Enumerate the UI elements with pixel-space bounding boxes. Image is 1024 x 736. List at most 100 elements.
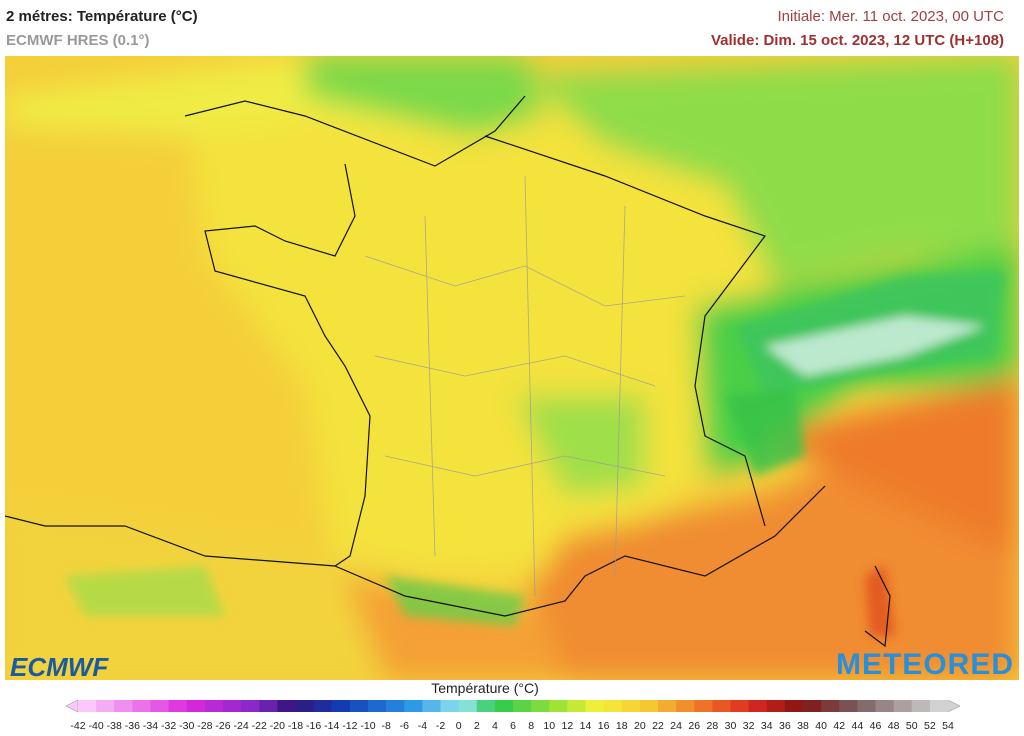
colorbar-label: -38	[107, 720, 122, 732]
meteored-logo: METEORED	[835, 648, 1014, 681]
colorbar-swatch	[567, 700, 586, 712]
colorbar-swatch	[96, 700, 115, 712]
colorbar-swatch	[803, 700, 822, 712]
colorbar-swatch	[223, 700, 242, 712]
colorbar-label: -18	[288, 720, 303, 732]
colorbar-label: 50	[906, 720, 918, 732]
colorbar-swatch	[929, 700, 949, 712]
colorbar-swatch	[875, 700, 895, 712]
colorbar-swatch	[168, 700, 188, 712]
colorbar-label: 24	[670, 720, 682, 732]
colorbar-label: -6	[400, 720, 409, 732]
colorbar-label: 34	[761, 720, 773, 732]
model-name: ECMWF HRES (0.1°)	[6, 32, 150, 49]
colorbar-label: 52	[924, 720, 936, 732]
colorbar-label: 42	[833, 720, 845, 732]
colorbar-swatch	[712, 700, 731, 712]
colorbar-swatch	[150, 700, 170, 712]
colorbar-label: -32	[161, 720, 176, 732]
colorbar-swatch	[295, 700, 315, 712]
colorbar-swatch	[513, 700, 532, 712]
colorbar-label: -40	[89, 720, 104, 732]
colorbar-label: -36	[125, 720, 140, 732]
colorbar-label: -10	[360, 720, 375, 732]
colorbar-swatch	[313, 700, 333, 712]
colorbar-label: 26	[688, 720, 700, 732]
colorbar-label: 40	[815, 720, 827, 732]
colorbar-label: 10	[543, 720, 555, 732]
colorbar-label: -8	[381, 720, 390, 732]
colorbar-swatch	[694, 700, 713, 712]
colorbar-swatch	[639, 700, 659, 712]
colorbar-label: 30	[725, 720, 737, 732]
colorbar-label: 8	[528, 720, 534, 732]
colorbar-label: -4	[418, 720, 427, 732]
colorbar-swatch	[531, 700, 550, 712]
colorbar-label: 4	[492, 720, 498, 732]
colorbar-swatch	[839, 700, 858, 712]
colorbar-label: 2	[474, 720, 480, 732]
colorbar-swatch	[241, 700, 260, 712]
colorbar-label: -22	[252, 720, 267, 732]
colorbar-swatch	[911, 700, 931, 712]
colorbar-swatch	[476, 700, 496, 712]
colorbar-label: 16	[598, 720, 610, 732]
colorbar-label: -2	[436, 720, 445, 732]
colorbar-label: 12	[562, 720, 574, 732]
colorbar-swatch	[893, 700, 913, 712]
colorbar-swatch	[186, 700, 206, 712]
colorbar-swatch	[277, 700, 296, 712]
colorbar-label: 32	[743, 720, 755, 732]
colorbar-label: -24	[234, 720, 249, 732]
colorbar-label: 22	[652, 720, 664, 732]
colorbar-swatch	[766, 700, 786, 712]
colorbar-swatch	[422, 700, 441, 712]
colorbar-label: -34	[143, 720, 158, 732]
colorbar-swatch	[603, 700, 623, 712]
colorbar-swatch	[204, 700, 224, 712]
colorbar-label: 44	[852, 720, 864, 732]
colorbar-label: 14	[580, 720, 592, 732]
colorbar-swatch	[458, 700, 478, 712]
colorbar-label: -16	[306, 720, 321, 732]
colorbar-swatch	[368, 700, 387, 712]
colorbar-label: 28	[707, 720, 719, 732]
colorbar-label: -30	[179, 720, 194, 732]
initial-time: Initiale: Mer. 11 oct. 2023, 00 UTC	[777, 8, 1004, 25]
colorbar-label: -12	[342, 720, 357, 732]
colorbar-swatch	[621, 700, 641, 712]
colorbar-swatch	[549, 700, 568, 712]
colorbar-swatch	[404, 700, 423, 712]
colorbar-swatch	[331, 700, 351, 712]
colorbar-swatch	[676, 700, 695, 712]
temperature-map	[5, 56, 1019, 680]
ecmwf-logo: ECMWF	[10, 652, 109, 682]
colorbar-swatch	[386, 700, 405, 712]
colorbar-swatch	[748, 700, 768, 712]
colorbar-arrow-high	[947, 699, 961, 713]
colorbar: Température (°C) -42 -40 -38 -36 -34 -32 -30 -2…	[65, 680, 961, 732]
colorbar-swatch	[349, 700, 369, 712]
colorbar-label: 36	[779, 720, 791, 732]
colorbar-label: 6	[510, 720, 516, 732]
colorbar-swatch	[821, 700, 840, 712]
colorbar-swatch	[78, 700, 97, 712]
colorbar-label: -26	[215, 720, 230, 732]
map-title: 2 métres: Température (°C)	[6, 8, 198, 25]
colorbar-label: -42	[70, 720, 85, 732]
colorbar-swatch	[857, 700, 876, 712]
colorbar-label: 54	[942, 720, 954, 732]
colorbar-title: Température (°C)	[431, 680, 539, 696]
colorbar-swatch	[132, 700, 151, 712]
colorbar-swatch	[585, 700, 605, 712]
colorbar-swatch	[658, 700, 677, 712]
colorbar-label: -28	[197, 720, 212, 732]
colorbar-label: -14	[324, 720, 339, 732]
colorbar-swatch	[440, 700, 460, 712]
colorbar-swatch	[494, 700, 514, 712]
colorbar-label: 38	[797, 720, 809, 732]
colorbar-swatch	[730, 700, 750, 712]
colorbar-swatch	[114, 700, 133, 712]
colorbar-label: 0	[456, 720, 462, 732]
